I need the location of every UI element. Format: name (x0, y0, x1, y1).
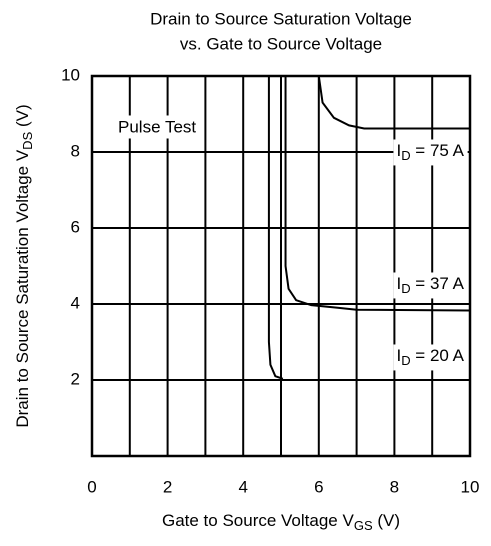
x-axis-label-rest: (V) (373, 511, 400, 530)
label-background (393, 139, 468, 166)
y-tick-label: 10 (61, 65, 80, 84)
label-background (115, 115, 200, 139)
x-tick-label: 6 (314, 477, 323, 496)
series-line (284, 76, 471, 312)
series-label: ID = 20 A (396, 346, 464, 368)
y-tick-label: 2 (71, 369, 80, 388)
series-label-main: I (396, 141, 401, 160)
y-tick-label: 8 (71, 141, 80, 160)
series-label-rest: = 37 A (411, 274, 465, 293)
x-axis-label-sub: GS (354, 518, 373, 533)
label-background (393, 344, 468, 371)
y-tick-label: 6 (71, 217, 80, 236)
series-label: ID = 75 A (396, 141, 464, 163)
x-tick-label: 8 (390, 477, 399, 496)
label-background (393, 272, 468, 299)
series-label-rest: = 75 A (411, 141, 465, 160)
plot-frame (90, 74, 472, 458)
y-tick-label: 4 (71, 293, 80, 312)
chart-title: vs. Gate to Source Voltage (180, 34, 382, 53)
series-label-sub: D (401, 281, 410, 296)
x-tick-label: 0 (87, 477, 96, 496)
series-label: ID = 37 A (396, 274, 464, 296)
chart-title: Drain to Source Saturation Voltage (150, 9, 412, 28)
annotation: Pulse Test (118, 117, 196, 136)
y-axis-label-rest: (V) (13, 104, 32, 131)
y-axis-label-sub: DS (20, 131, 35, 149)
series-label-sub: D (401, 353, 410, 368)
x-axis-label: Gate to Source Voltage VGS (V) (162, 511, 400, 533)
x-tick-label: 4 (238, 477, 247, 496)
series-line (267, 76, 284, 380)
y-axis-label: Drain to Source Saturation Voltage VDS (… (13, 104, 35, 427)
y-axis-label-main: Drain to Source Saturation Voltage V (13, 149, 32, 427)
series-label-rest: = 20 A (411, 346, 465, 365)
series-line (317, 75, 470, 130)
x-tick-label: 10 (461, 477, 480, 496)
series-label-main: I (396, 346, 401, 365)
x-tick-label: 2 (163, 477, 172, 496)
x-axis-label-main: Gate to Source Voltage V (162, 511, 355, 530)
series-label-main: I (396, 274, 401, 293)
series-label-sub: D (401, 148, 410, 163)
